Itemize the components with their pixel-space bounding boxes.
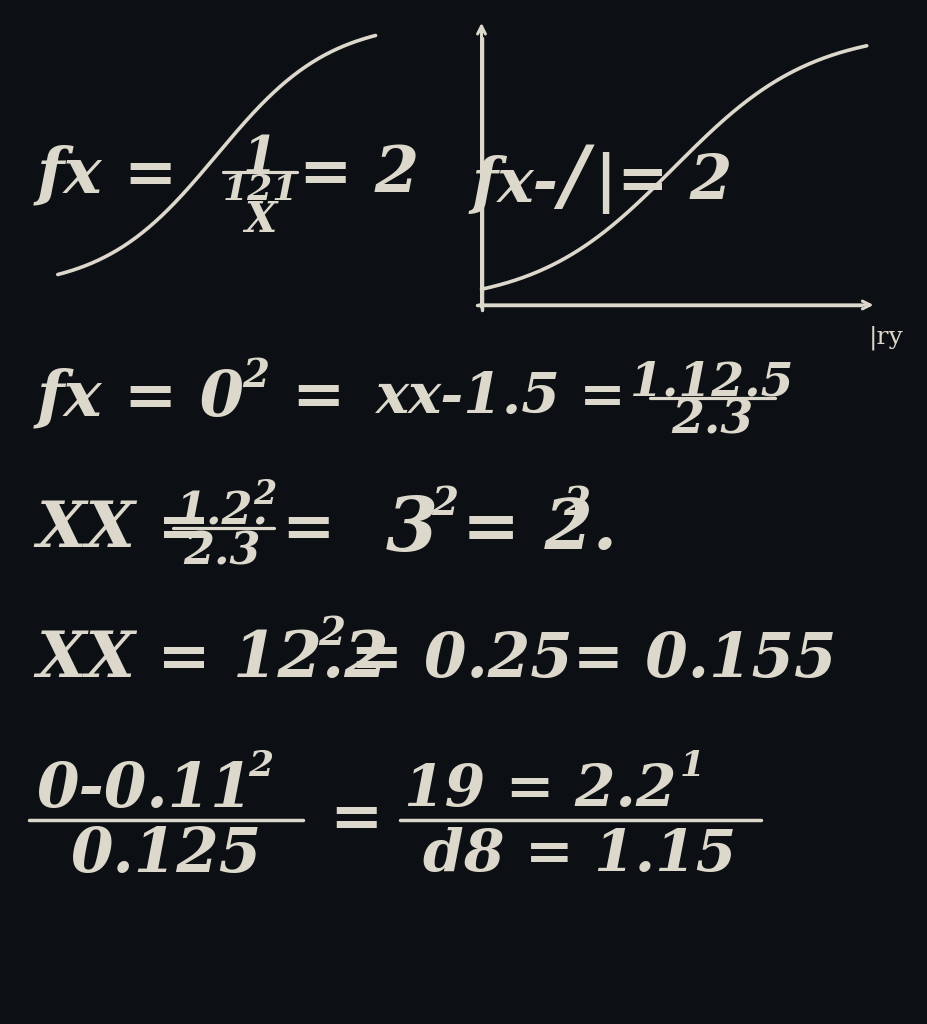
Text: 1.12.5: 1.12.5 bbox=[629, 359, 794, 406]
Text: 1.2.: 1.2. bbox=[175, 490, 268, 534]
Text: fx = 0: fx = 0 bbox=[36, 368, 245, 429]
Text: 0.125: 0.125 bbox=[70, 825, 261, 885]
Text: =: = bbox=[349, 630, 402, 691]
Text: 0.25= 0.155: 0.25= 0.155 bbox=[424, 630, 835, 690]
Text: |ry: |ry bbox=[868, 325, 903, 349]
Text: /: / bbox=[558, 141, 587, 218]
Text: XX =: XX = bbox=[36, 500, 211, 561]
Text: =: = bbox=[291, 368, 344, 429]
Text: 2: 2 bbox=[243, 357, 270, 395]
Text: 121: 121 bbox=[222, 173, 298, 207]
Text: 19 = 2.2: 19 = 2.2 bbox=[404, 762, 677, 818]
Text: = 2.: = 2. bbox=[462, 497, 616, 564]
Text: 2: 2 bbox=[253, 477, 276, 511]
Text: d8 = 1.15: d8 = 1.15 bbox=[423, 826, 736, 884]
Text: = 2: = 2 bbox=[298, 144, 418, 206]
Text: =: = bbox=[281, 500, 335, 561]
Text: fx-: fx- bbox=[472, 155, 558, 215]
Text: XX = 12.2: XX = 12.2 bbox=[36, 630, 389, 691]
Text: 1: 1 bbox=[242, 133, 277, 182]
Text: 2.3: 2.3 bbox=[183, 530, 260, 573]
Text: 0-0.11: 0-0.11 bbox=[36, 760, 253, 820]
Text: 1: 1 bbox=[679, 749, 705, 783]
Text: 2: 2 bbox=[431, 485, 458, 523]
Text: |= 2: |= 2 bbox=[594, 152, 731, 214]
Text: =: = bbox=[329, 790, 383, 851]
Text: 3: 3 bbox=[385, 494, 437, 566]
Text: fx =: fx = bbox=[36, 144, 178, 206]
Text: 2: 2 bbox=[563, 485, 590, 523]
Text: 2.3: 2.3 bbox=[671, 397, 753, 443]
Text: xx-1.5 =: xx-1.5 = bbox=[375, 371, 626, 426]
Text: 2: 2 bbox=[317, 615, 345, 653]
Text: 2: 2 bbox=[248, 749, 273, 783]
Text: X: X bbox=[244, 199, 276, 241]
